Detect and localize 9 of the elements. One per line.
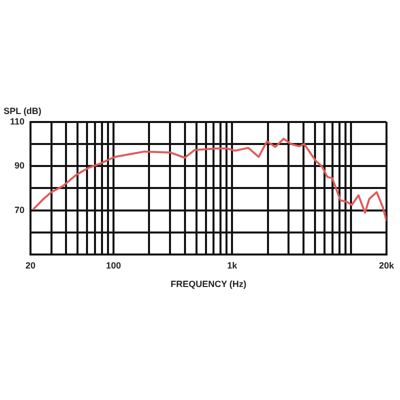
x-tick-label: 20 bbox=[26, 260, 36, 270]
y-tick-label: 70 bbox=[14, 204, 25, 215]
x-tick-label: 20k bbox=[378, 260, 395, 270]
y-tick-label: 110 bbox=[10, 116, 25, 126]
x-axis-title: FREQUENCY (Hz) bbox=[170, 279, 246, 290]
y-axis-title: SPL (dB) bbox=[4, 106, 42, 116]
y-tick-label: 90 bbox=[14, 160, 25, 171]
x-tick-label: 100 bbox=[106, 260, 121, 270]
x-tick-label: 1k bbox=[227, 260, 238, 270]
